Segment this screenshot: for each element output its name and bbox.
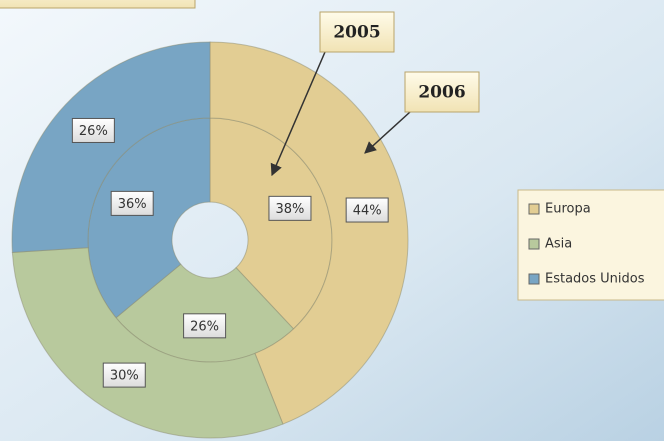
donut-slice (209, 41, 409, 425)
value-label: 30% (110, 369, 139, 384)
legend-label: Europa (545, 202, 591, 217)
legend-swatch (528, 238, 540, 250)
callout-box (319, 11, 395, 53)
value-label-box (102, 362, 146, 388)
value-label-box (345, 197, 389, 223)
callout-box (404, 71, 480, 113)
donut-slice (11, 41, 211, 253)
legend-swatch (528, 203, 540, 215)
value-label-box (268, 195, 312, 221)
legend-label: Asia (545, 237, 572, 252)
cropped-box (0, 0, 196, 9)
callout-arrow (270, 51, 326, 177)
value-label-box (71, 117, 115, 143)
value-label: 38% (276, 202, 305, 217)
value-label: 26% (190, 319, 219, 334)
callout-label: 2006 (418, 83, 465, 103)
value-label-box (110, 190, 154, 216)
callout-label: 2005 (333, 23, 380, 43)
value-label: 44% (353, 204, 382, 219)
callout-arrow (364, 111, 411, 154)
legend-swatch (528, 273, 540, 285)
value-label: 26% (79, 124, 108, 139)
legend-box (517, 189, 664, 301)
value-label-box (183, 313, 227, 339)
value-label: 36% (118, 197, 147, 212)
donut-slice (11, 247, 284, 439)
legend-label: Estados Unidos (545, 272, 645, 287)
